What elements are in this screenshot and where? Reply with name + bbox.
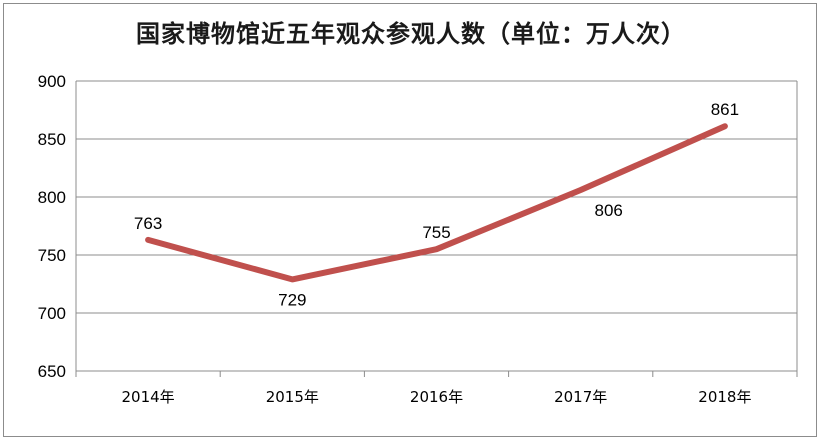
y-tick-label: 700	[38, 304, 66, 323]
gridlines	[76, 80, 797, 372]
data-label: 763	[134, 214, 162, 233]
y-tick-label: 900	[38, 72, 66, 91]
data-label: 806	[595, 201, 623, 220]
data-label: 755	[422, 223, 450, 242]
y-tick-label: 650	[38, 362, 66, 381]
x-tick-label: 2016年	[410, 388, 463, 406]
x-tick-labels: 2014年 2015年 2016年 2017年 2018年	[122, 388, 752, 406]
y-tick-labels: 650 700 750 800 850 900	[38, 72, 66, 381]
x-tick-label: 2015年	[266, 388, 319, 406]
series-line	[145, 123, 728, 283]
chart-title: 国家博物馆近五年观众参观人数（单位：万人次）	[136, 19, 686, 48]
x-tick-label: 2018年	[698, 388, 751, 406]
data-labels: 763 729 755 806 861	[134, 100, 739, 309]
chart-frame	[3, 3, 817, 437]
axes	[75, 81, 798, 377]
y-tick-label: 850	[38, 130, 66, 149]
data-label: 861	[711, 100, 739, 119]
y-tick-label: 750	[38, 246, 66, 265]
data-label: 729	[278, 290, 306, 309]
y-tick-label: 800	[38, 188, 66, 207]
x-tick-label: 2017年	[554, 388, 607, 406]
x-tick-label: 2014年	[122, 388, 175, 406]
